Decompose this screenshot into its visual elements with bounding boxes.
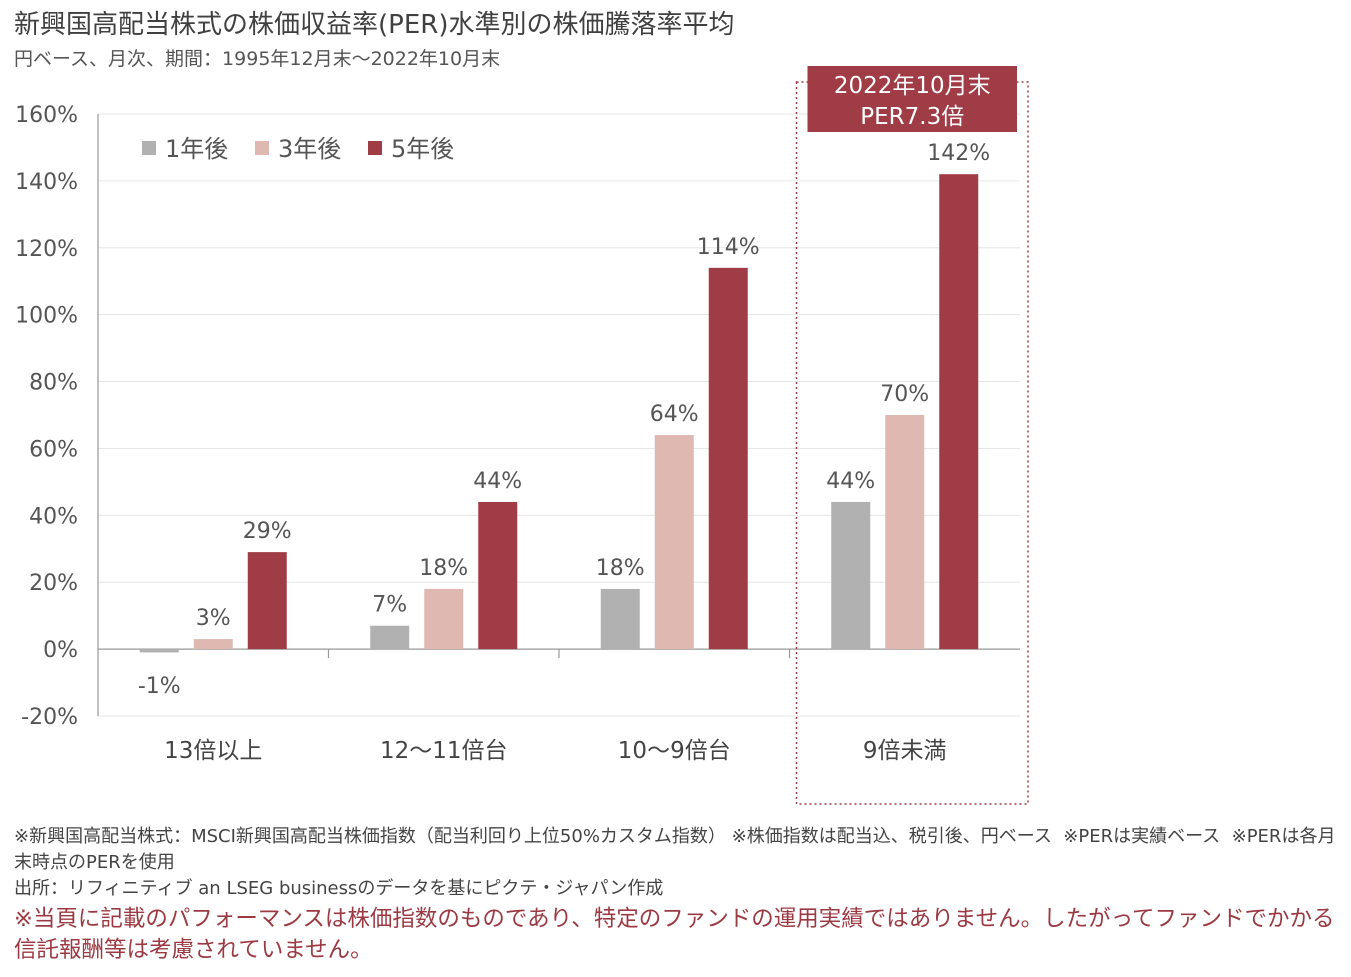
bar: [654, 435, 694, 650]
y-tick-label: 160%: [15, 103, 78, 128]
data-label: 114%: [697, 235, 760, 260]
x-tick-label: 10〜9倍台: [618, 738, 731, 764]
data-label: 142%: [927, 141, 990, 166]
data-label: 44%: [473, 469, 522, 494]
highlight-box: 2022年10月末 PER7.3倍: [795, 66, 1029, 805]
legend-label: 1年後: [165, 135, 228, 163]
data-label: 7%: [372, 593, 407, 618]
highlight-label: 2022年10月末: [834, 73, 991, 99]
legend: 1年後 3年後 5年後: [142, 135, 454, 163]
bar: [247, 552, 287, 650]
bar: [139, 649, 179, 653]
bar: [708, 267, 748, 650]
legend-label: 3年後: [278, 135, 341, 163]
data-label: -1%: [138, 674, 181, 699]
bar: [600, 588, 640, 650]
y-tick-label: 80%: [29, 371, 78, 396]
data-label: 64%: [650, 402, 699, 427]
bar: [478, 501, 518, 650]
bar: [424, 588, 464, 650]
bar: [939, 174, 979, 650]
x-tick-label: 12〜11倍台: [380, 738, 508, 764]
legend-swatch: [368, 141, 382, 155]
data-label: 18%: [419, 556, 468, 581]
bar-chart: -20% 0% 20% 40% 60% 80% 100% 120% 140% 160% -1% 3%…: [15, 66, 1029, 805]
data-label: 70%: [880, 382, 929, 407]
bar: [885, 415, 925, 650]
x-axis-categories: 13倍以上 12〜11倍台 10〜9倍台 9倍未満: [164, 738, 946, 764]
data-label: 3%: [196, 606, 231, 631]
data-labels: -1% 3% 29% 7% 18% 44% 18% 64% 114% 44% 70% 142%: [138, 141, 990, 699]
chart-title: 新興国高配当株式の株価収益率(PER)水準別の株価騰落率平均: [14, 10, 735, 40]
chart-subtitle: 円ベース、月次、期間：1995年12月末〜2022年10月末: [14, 48, 501, 70]
legend-swatch: [142, 141, 156, 155]
bar: [831, 501, 871, 650]
y-tick-label: -20%: [21, 705, 78, 730]
y-tick-label: 120%: [15, 237, 78, 262]
highlight-label-box: [807, 66, 1017, 132]
bar: [193, 639, 233, 650]
disclaimer: ※当頁に記載のパフォーマンスは株価指数のものであり、特定のファンドの運用実績では…: [14, 906, 1335, 963]
x-tick-label: 13倍以上: [164, 738, 262, 764]
y-tick-label: 60%: [29, 437, 78, 462]
bar: [370, 625, 410, 650]
y-tick-label: 100%: [15, 304, 78, 329]
legend-label: 5年後: [391, 135, 454, 163]
data-label: 29%: [243, 519, 292, 544]
y-tick-label: 20%: [29, 571, 78, 596]
legend-swatch: [255, 141, 269, 155]
footnotes: ※新興国高配当株式：MSCI新興国高配当株価指数（配当利回り上位50%カスタム指…: [14, 824, 1339, 902]
data-label: 18%: [596, 556, 645, 581]
y-axis: -20% 0% 20% 40% 60% 80% 100% 120% 140% 160%: [15, 103, 1020, 730]
highlight-label: PER7.3倍: [860, 104, 964, 130]
y-tick-label: 0%: [43, 638, 78, 663]
y-tick-label: 40%: [29, 504, 78, 529]
data-label: 44%: [826, 469, 875, 494]
y-tick-label: 140%: [15, 170, 78, 195]
footnote-line: ※新興国高配当株式：MSCI新興国高配当株価指数（配当利回り上位50%カスタム指…: [14, 826, 1336, 873]
footnote-line: 出所：リフィニティブ an LSEG businessのデータを基にピクテ・ジャ…: [14, 878, 664, 899]
x-tick-label: 9倍未満: [863, 738, 947, 764]
bars: [139, 174, 979, 653]
grid-lines: [98, 113, 1020, 717]
